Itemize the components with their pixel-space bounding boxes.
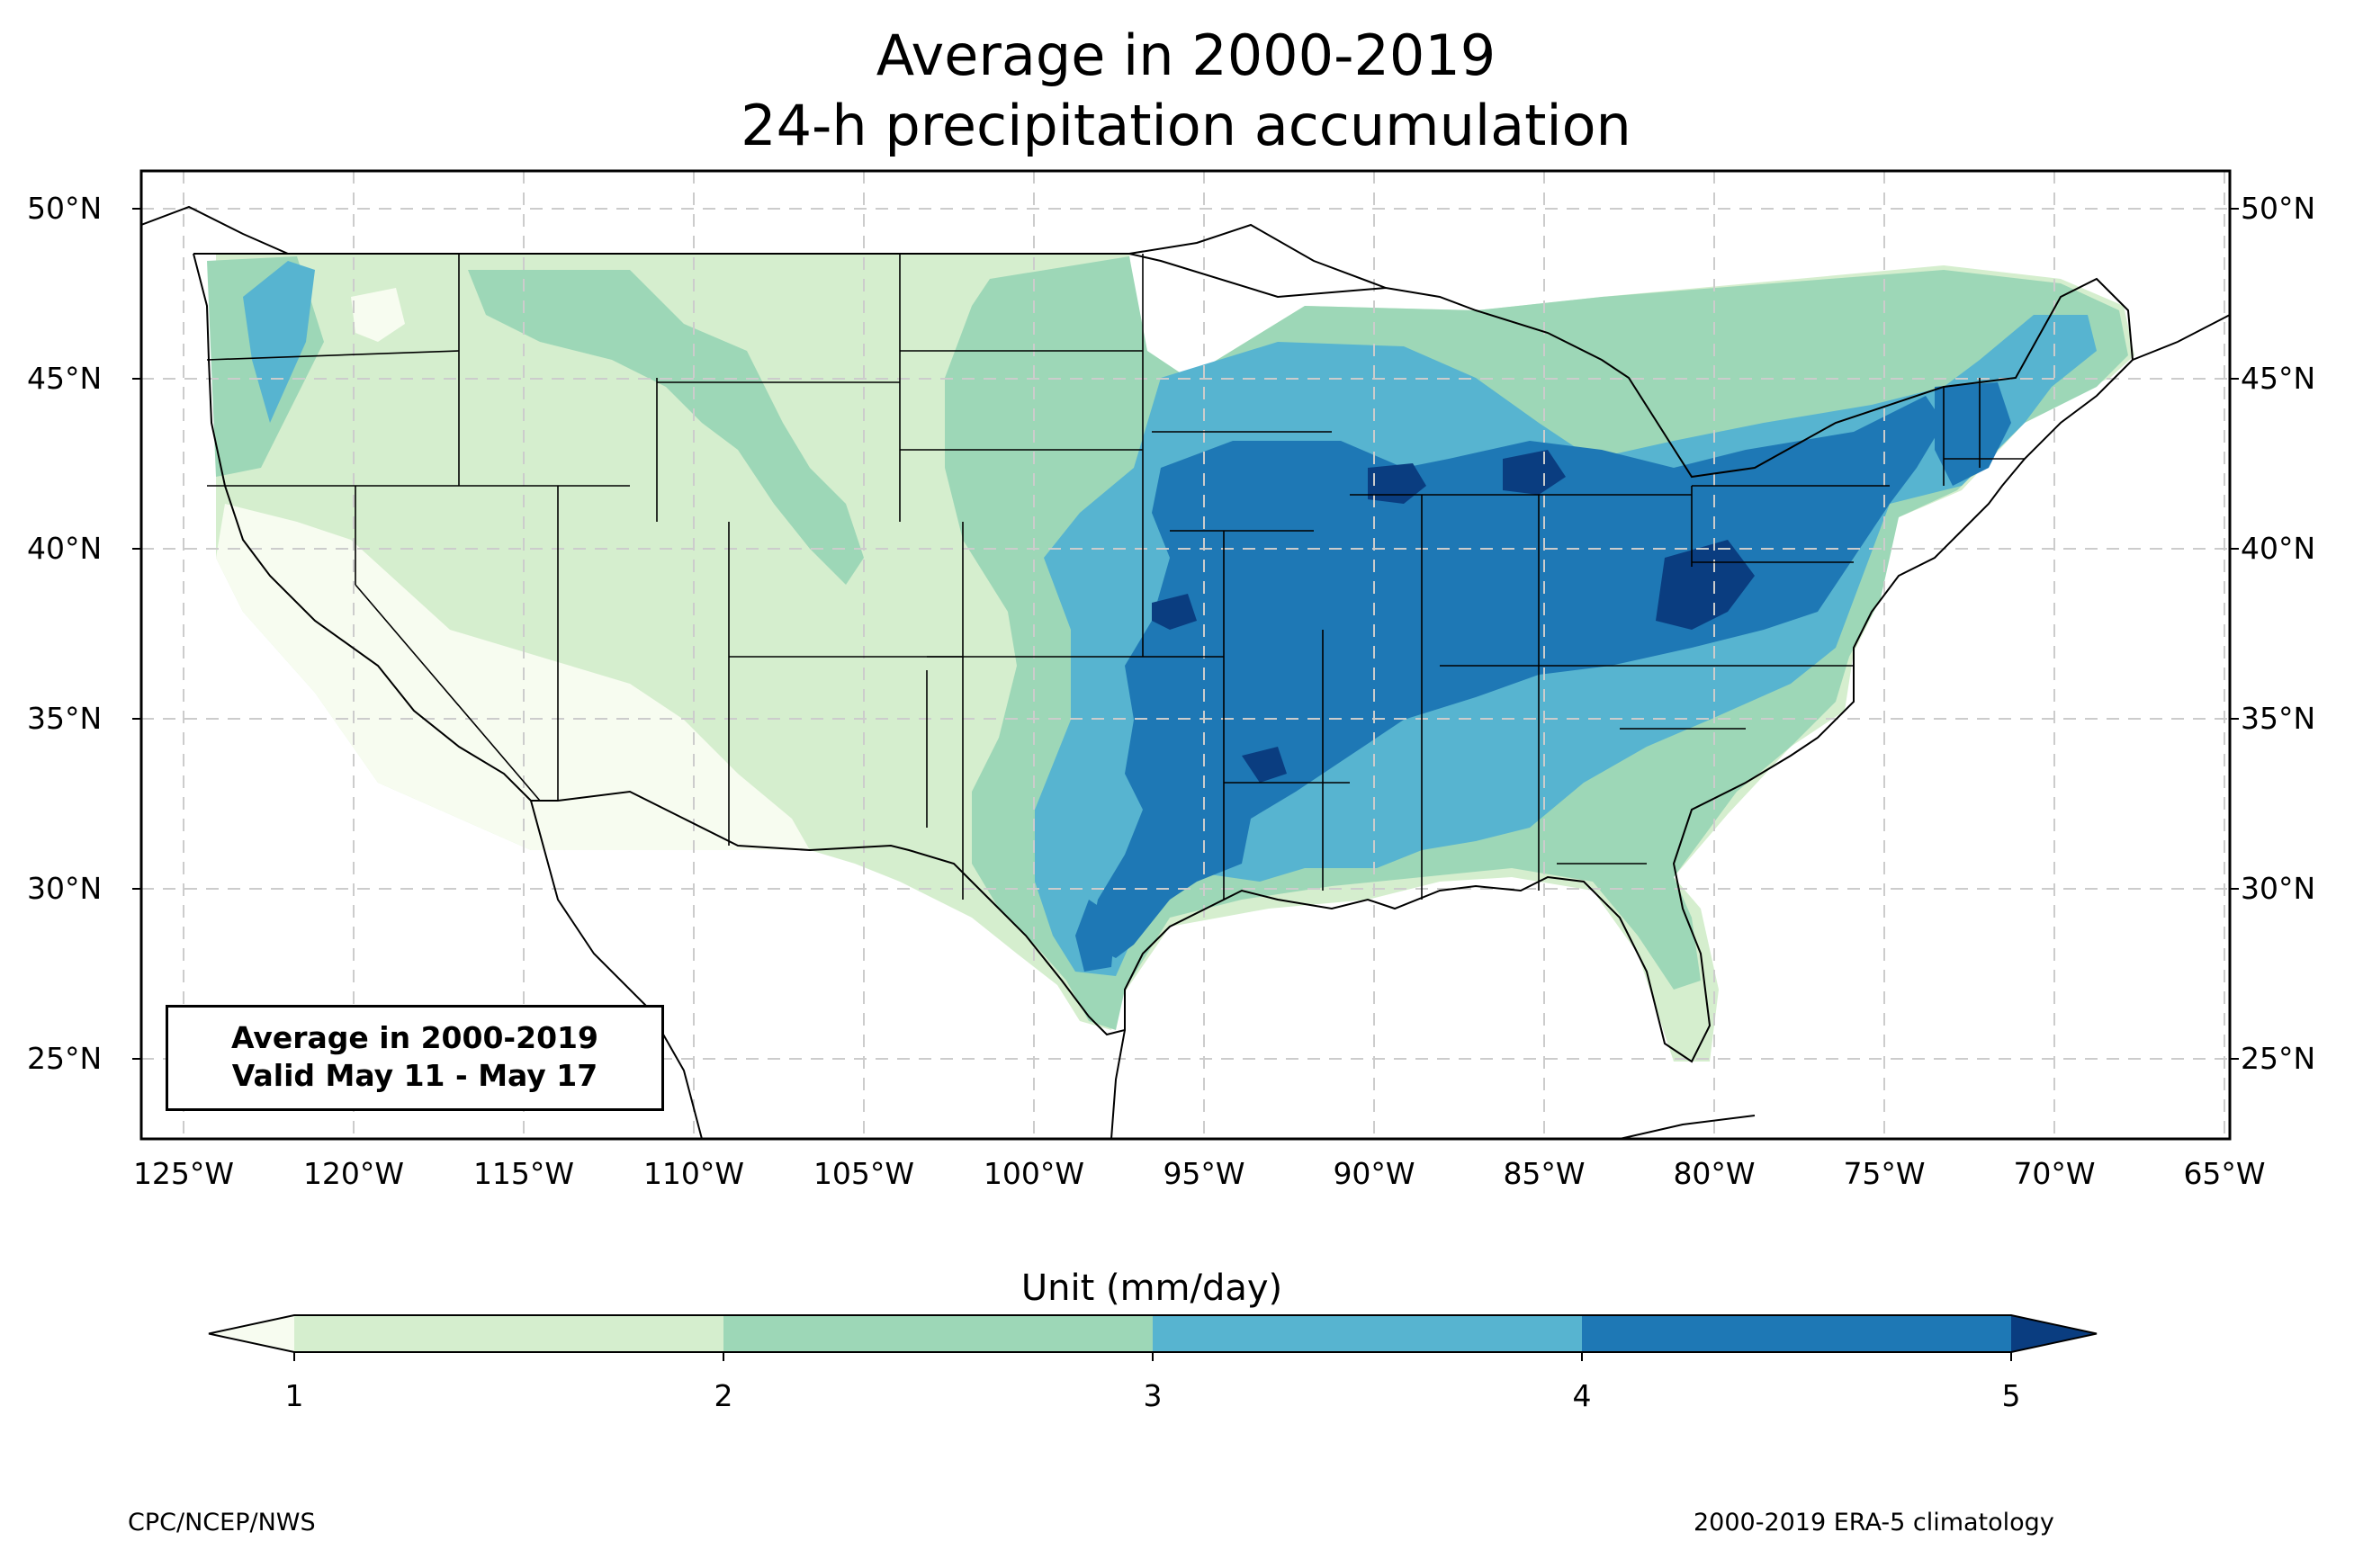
colorbar-tick-4: 4 bbox=[1572, 1378, 1592, 1413]
lon-label-90w: 90°W bbox=[1333, 1156, 1415, 1191]
lat-label-left-50: 50°N bbox=[27, 191, 103, 226]
lon-label-80w: 80°W bbox=[1673, 1156, 1756, 1191]
lat-label-right-30: 30°N bbox=[2241, 871, 2316, 906]
lon-label-120w: 120°W bbox=[302, 1156, 405, 1191]
precip-band-4to5-northeast bbox=[1935, 382, 2011, 486]
lon-label-70w: 70°W bbox=[2013, 1156, 2096, 1191]
mexico-coast bbox=[530, 800, 703, 1139]
colorbar-segment-3 bbox=[1153, 1315, 1582, 1352]
colorbar-extend-min bbox=[209, 1315, 294, 1352]
valid-period-box: Average in 2000-2019 Valid May 11 - May … bbox=[166, 1005, 664, 1111]
us-outline bbox=[193, 253, 2134, 1063]
colorbar-title: Unit (mm/day) bbox=[1020, 1268, 1283, 1309]
colorbar-tick-2: 2 bbox=[714, 1378, 733, 1413]
infobox-line2: Valid May 11 - May 17 bbox=[231, 1058, 598, 1093]
lat-label-left-30: 30°N bbox=[27, 871, 103, 906]
lat-label-left-45: 45°N bbox=[27, 361, 103, 396]
canada-border bbox=[141, 205, 1387, 289]
lat-label-left-40: 40°N bbox=[27, 531, 103, 566]
lat-label-right-40: 40°N bbox=[2241, 531, 2316, 566]
colorbar-segment-4 bbox=[1582, 1315, 2011, 1352]
lat-label-right-45: 45°N bbox=[2241, 361, 2316, 396]
lon-label-105w: 105°W bbox=[813, 1156, 915, 1191]
canada-east-coast bbox=[2132, 314, 2230, 361]
lon-label-110w: 110°W bbox=[642, 1156, 745, 1191]
colorbar-tick-1: 1 bbox=[284, 1378, 304, 1413]
map-gridlines bbox=[141, 171, 2230, 1139]
precip-core-above5-iowa bbox=[1368, 463, 1426, 504]
coastlines-and-borders bbox=[141, 205, 2230, 1139]
infobox-line1: Average in 2000-2019 bbox=[231, 1020, 598, 1055]
precip-band-below1-west bbox=[216, 504, 810, 850]
colorbar-segment-1 bbox=[294, 1315, 723, 1352]
map-frame bbox=[139, 169, 2232, 1141]
colorbar-tick-5: 5 bbox=[2001, 1378, 2021, 1413]
colorbar-extend-max bbox=[2011, 1315, 2097, 1352]
lon-label-125w: 125°W bbox=[132, 1156, 235, 1191]
lon-label-100w: 100°W bbox=[983, 1156, 1085, 1191]
cuba-coast bbox=[1619, 1115, 1756, 1139]
lon-label-65w: 65°W bbox=[2183, 1156, 2266, 1191]
footer-source: CPC/NCEP/NWS bbox=[128, 1509, 316, 1537]
precip-core-above5-missouri bbox=[1152, 594, 1197, 630]
precip-core-above5-arkansas bbox=[1242, 747, 1287, 783]
precip-core-above5-michigan bbox=[1503, 450, 1566, 495]
chart-title-line2: 24-h precipitation accumulation bbox=[741, 93, 1631, 158]
chart-title-line1: Average in 2000-2019 bbox=[876, 22, 1496, 88]
state-boundaries bbox=[206, 254, 2025, 900]
precip-band-4to5-texas bbox=[1075, 900, 1116, 972]
lon-label-85w: 85°W bbox=[1503, 1156, 1586, 1191]
lat-label-left-35: 35°N bbox=[27, 701, 103, 736]
precip-band-4to5 bbox=[1089, 396, 1944, 958]
colorbar bbox=[208, 1314, 2098, 1361]
lon-label-115w: 115°W bbox=[472, 1156, 575, 1191]
gulf-coast-mexico bbox=[1110, 1029, 1126, 1139]
lon-label-95w: 95°W bbox=[1163, 1156, 1245, 1191]
lat-label-right-35: 35°N bbox=[2241, 701, 2316, 736]
lon-label-75w: 75°W bbox=[1843, 1156, 1926, 1191]
precip-band-3to4-nw bbox=[243, 261, 315, 423]
colorbar-segment-2 bbox=[723, 1315, 1153, 1352]
lat-label-right-25: 25°N bbox=[2241, 1041, 2316, 1076]
lat-label-left-25: 25°N bbox=[27, 1041, 103, 1076]
map-area bbox=[141, 171, 2230, 1139]
precip-band-2to3-rockies bbox=[468, 270, 864, 585]
footer-climatology: 2000-2019 ERA-5 climatology bbox=[1694, 1509, 2054, 1537]
colorbar-tick-3: 3 bbox=[1143, 1378, 1163, 1413]
axis-ticks bbox=[132, 208, 2239, 1060]
lat-label-right-50: 50°N bbox=[2241, 191, 2316, 226]
precip-band-below1-nw bbox=[351, 288, 405, 342]
